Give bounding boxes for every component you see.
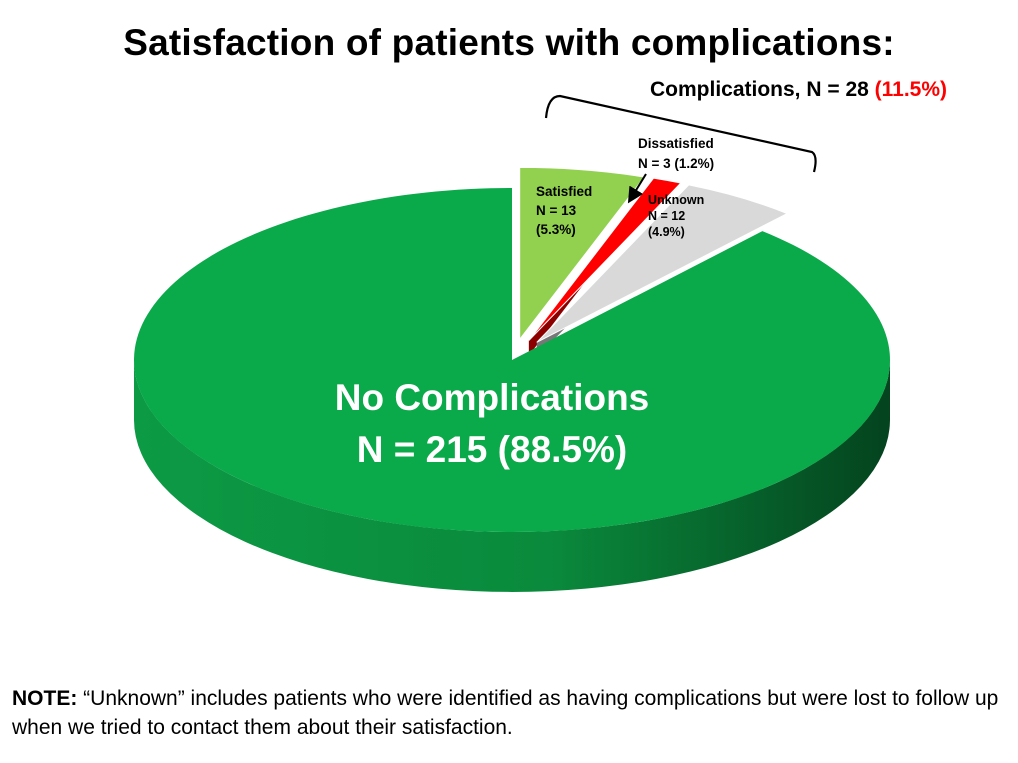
label-unknown-line-1: Unknown: [648, 193, 704, 207]
label-no-complications-line-1: No Complications: [335, 377, 650, 418]
footnote-label: NOTE:: [12, 687, 78, 710]
label-dissatisfied-line-1: Dissatisfied: [638, 136, 714, 151]
label-satisfied-line-3: (5.3%): [536, 222, 576, 237]
pie-chart: No Complications N = 215 (88.5%) Satisfied…: [134, 78, 947, 592]
label-satisfied-line-2: N = 13: [536, 203, 577, 218]
complications-annotation-text: Complications, N = 28: [650, 78, 875, 101]
footnote-text: “Unknown” includes patients who were ide…: [12, 687, 999, 739]
slice-dissatisfied: [528, 177, 682, 341]
label-satisfied-line-1: Satisfied: [536, 184, 592, 199]
slice-side-no-complications: [134, 360, 890, 592]
slice-no-complications: [134, 188, 890, 532]
complications-annotation-percent: (11.5%): [875, 78, 947, 101]
label-unknown-line-2: N = 12: [648, 209, 685, 223]
slice-unknown: [536, 184, 789, 343]
label-dissatisfied-line-2: N = 3 (1.2%): [638, 156, 714, 171]
footnote: NOTE: “Unknown” includes patients who we…: [12, 684, 1008, 742]
complications-annotation: Complications, N = 28 (11.5%): [650, 78, 947, 101]
dissatisfied-arrow: [627, 173, 647, 204]
label-unknown-line-3: (4.9%): [648, 225, 685, 239]
complications-bracket: [544, 94, 817, 173]
chart-title: Satisfaction of patients with complicati…: [123, 22, 895, 63]
label-no-complications-line-2: N = 215 (88.5%): [357, 429, 627, 470]
